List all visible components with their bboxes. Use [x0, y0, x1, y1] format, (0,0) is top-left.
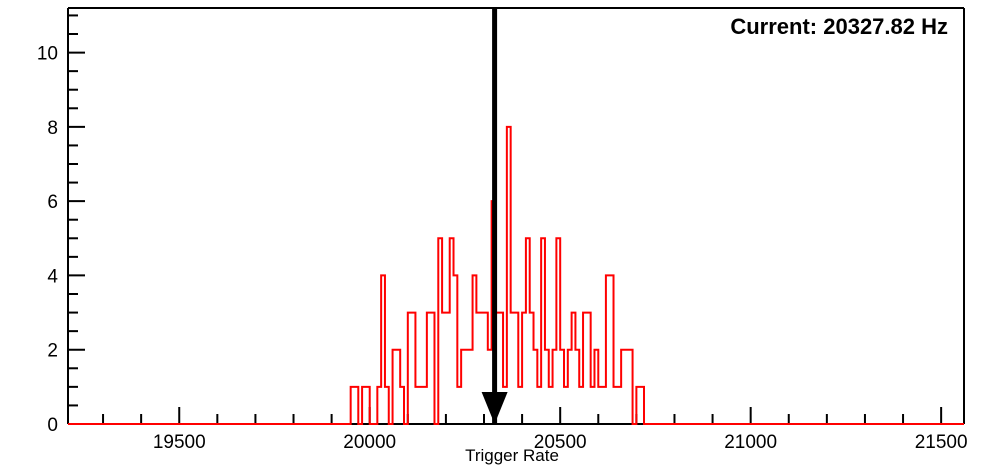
current-value-label: Current: 20327.82 Hz — [730, 14, 948, 39]
x-tick-label: 20500 — [534, 432, 587, 453]
x-tick-label: 21500 — [915, 432, 968, 453]
y-tick-label: 10 — [37, 44, 58, 65]
y-tick-label: 4 — [47, 266, 58, 287]
histogram-outline — [68, 125, 964, 425]
x-tick-label: 21000 — [724, 432, 777, 453]
histogram-series — [68, 125, 964, 425]
y-tick-label: 0 — [47, 415, 58, 436]
y-tick-label: 8 — [47, 118, 58, 139]
current-value-marker — [481, 8, 508, 424]
y-tick-label: 2 — [47, 341, 58, 362]
marker-arrowhead — [481, 392, 508, 424]
x-axis-title: Trigger Rate — [465, 446, 559, 465]
x-tick-label: 19500 — [153, 432, 206, 453]
y-tick-label: 6 — [47, 192, 58, 213]
x-tick-label: 20000 — [343, 432, 396, 453]
